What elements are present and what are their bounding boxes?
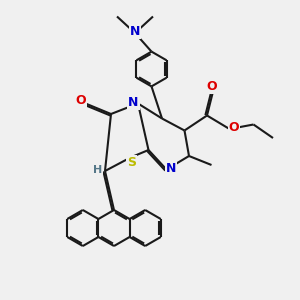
- Text: N: N: [128, 95, 139, 109]
- Text: N: N: [166, 161, 176, 175]
- Text: N: N: [130, 25, 140, 38]
- Text: O: O: [206, 80, 217, 94]
- Text: H: H: [93, 165, 102, 176]
- Text: O: O: [76, 94, 86, 107]
- Text: S: S: [128, 155, 136, 169]
- Text: O: O: [229, 121, 239, 134]
